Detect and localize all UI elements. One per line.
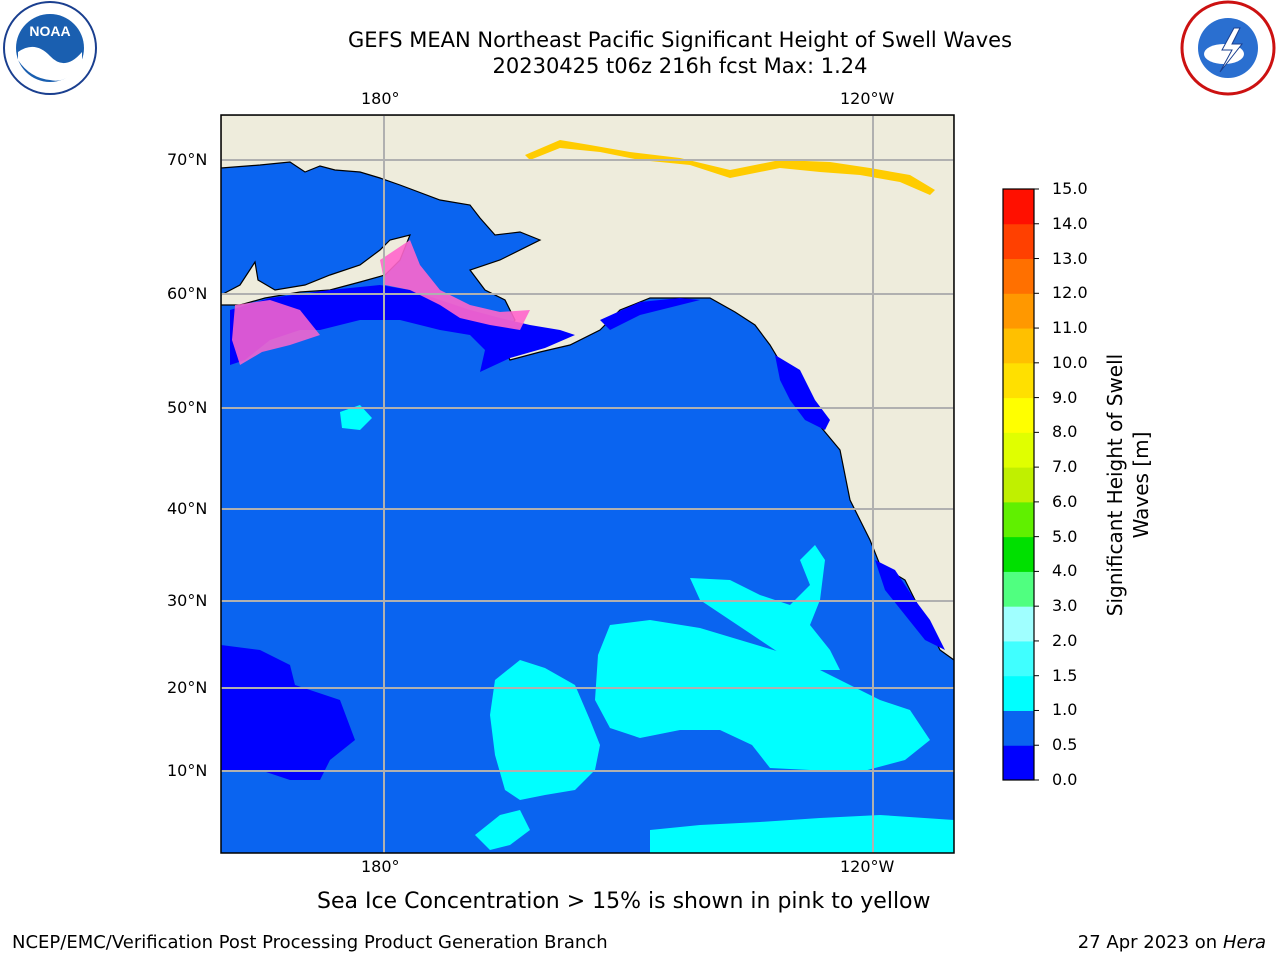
colorbar-tick-label: 3.0 (1052, 596, 1078, 616)
sea-ice-kamchatka (232, 300, 320, 365)
colorbar-tick-label: 10.0 (1052, 352, 1088, 372)
colorbar-tick-label: 0.0 (1052, 770, 1078, 789)
footer-date-text: 27 Apr 2023 on (1077, 932, 1223, 953)
colorbar-tick-label: 1.5 (1052, 665, 1078, 685)
low-swell-bering (230, 285, 575, 372)
colorbar-tick-label: 15.0 (1052, 179, 1088, 198)
swell-patch-aleutian (340, 405, 372, 430)
lat-label-70n: 70°N (167, 150, 208, 169)
noaa-logo-text: NOAA (29, 23, 70, 39)
low-swell-bc-coast (775, 355, 830, 430)
lat-label-50n: 50°N (167, 398, 208, 417)
colorbar-bin (1003, 640, 1034, 677)
footer-date: 27 Apr 2023 on Hera (1078, 932, 1266, 953)
footer-host: Hera (1222, 932, 1266, 953)
swell-patch-southwest (475, 810, 530, 850)
lat-label-10n: 10°N (167, 761, 208, 780)
colorbar-bin (1003, 397, 1034, 433)
colorbar-tick-label: 1.0 (1052, 700, 1078, 720)
map-subtitle: 20230425 t06z 216h fcst Max: 1.24 (492, 54, 868, 78)
sea-ice-arctic-coast (525, 140, 935, 195)
colorbar-tick-label: 9.0 (1052, 387, 1078, 407)
colorbar-tick-label: 12.0 (1052, 283, 1088, 303)
colorbar-bin (1003, 571, 1034, 607)
colorbar-bin (1003, 606, 1034, 642)
lon-label-top-120w: 120°W (840, 89, 895, 108)
colorbar-bin (1003, 467, 1034, 503)
colorbar-tick-label: 8.0 (1052, 422, 1078, 442)
colorbar-frame (1002, 188, 1035, 781)
colorbar-tick-label: 11.0 (1052, 318, 1088, 338)
sea-ice-bering (380, 240, 530, 330)
lon-label-bottom-120w: 120°W (840, 857, 895, 876)
colorbar-bin (1003, 432, 1034, 468)
lon-label-top-180: 180° (361, 89, 400, 108)
lat-label-60n: 60°N (167, 284, 208, 303)
colorbar-title: Significant Height of Swell Waves [m] (1102, 315, 1154, 655)
sea-ice-note: Sea Ice Concentration > 15% is shown in … (317, 889, 931, 914)
swell-patch-south (650, 815, 954, 853)
low-swell-cal-coast (875, 560, 945, 650)
colorbar-bin (1003, 710, 1034, 746)
land-siberia-tip (221, 234, 411, 306)
colorbar-bin (1003, 258, 1034, 294)
colorbar-bin (1003, 501, 1034, 538)
colorbar (1003, 188, 1039, 781)
colorbar-title-line1: Significant Height of Swell (1103, 353, 1127, 617)
graticule (221, 115, 954, 853)
colorbar-bin (1003, 745, 1034, 781)
swell-patch-northeast (690, 545, 840, 670)
colorbar-bin (1003, 189, 1034, 225)
swell-patch-central (595, 620, 930, 772)
lon-label-bottom-180: 180° (361, 857, 400, 876)
colorbar-bin (1003, 675, 1034, 711)
colorbar-tick-label: 2.0 (1052, 630, 1078, 650)
lat-label-20n: 20°N (167, 678, 208, 697)
colorbar-bin (1003, 536, 1034, 572)
map-frame (220, 114, 955, 854)
colorbar-tick-label: 5.0 (1052, 526, 1078, 546)
colorbar-bin (1003, 223, 1034, 260)
map-title: GEFS MEAN Northeast Pacific Significant … (347, 28, 1013, 52)
colorbar-bin (1003, 362, 1034, 399)
colorbar-bin (1003, 293, 1034, 329)
noaa-logo: NOAA (3, 1, 97, 95)
colorbar-tick-label: 14.0 (1052, 213, 1088, 233)
lat-label-30n: 30°N (167, 591, 208, 610)
colorbar-title-line2: Waves [m] (1129, 431, 1153, 539)
colorbar-tick-label: 4.0 (1052, 561, 1078, 581)
colorbar-tick-label: 0.5 (1052, 735, 1078, 755)
footer-branch: NCEP/EMC/Verification Post Processing Pr… (12, 932, 608, 953)
colorbar-tick-label: 13.0 (1052, 248, 1088, 268)
colorbar-tick-label: 6.0 (1052, 491, 1078, 511)
nws-logo (1180, 0, 1276, 96)
colorbar-bin (1003, 328, 1034, 364)
low-swell-gulf-alaska (600, 298, 700, 330)
low-swell-southwest (221, 645, 355, 780)
swell-patch-hawaii (490, 660, 600, 800)
colorbar-tick-label: 7.0 (1052, 457, 1078, 477)
lat-label-40n: 40°N (167, 499, 208, 518)
